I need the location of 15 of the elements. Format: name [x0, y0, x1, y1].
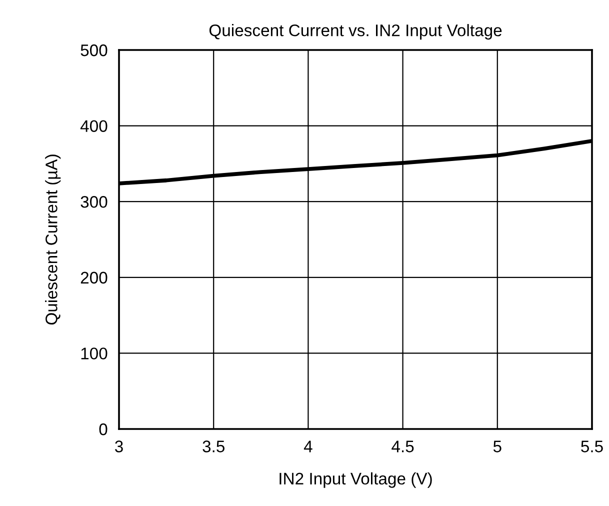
chart-title: Quiescent Current vs. IN2 Input Voltage	[209, 24, 502, 40]
y-axis-title: Quiescent Current (µA)	[45, 154, 61, 325]
x-tick-label: 3	[115, 440, 123, 452]
y-tick-label: 100	[81, 348, 108, 360]
x-tick-label: 3.5	[202, 440, 224, 452]
y-tick-label: 300	[80, 196, 108, 208]
y-tick-label: 400	[80, 120, 108, 132]
x-tick-label: 5	[493, 440, 502, 452]
x-tick-label: 4.5	[392, 440, 414, 452]
y-tick-label: 0	[99, 423, 108, 436]
x-tick-label: 5.5	[581, 440, 603, 452]
x-axis-title: IN2 Input Voltage (V)	[280, 472, 432, 488]
y-tick-label: 500	[80, 44, 108, 56]
y-tick-label: 200	[80, 272, 108, 284]
x-tick-label: 4	[304, 440, 312, 452]
